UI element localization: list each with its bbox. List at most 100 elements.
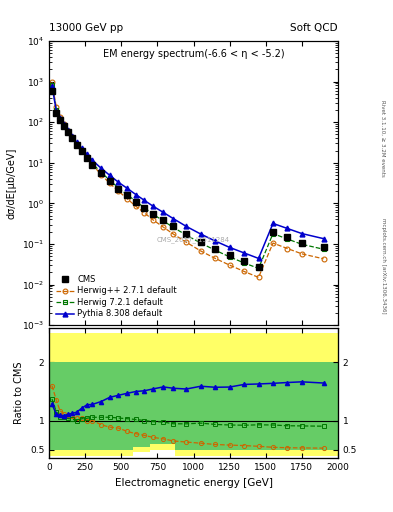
Herwig++ 2.7.1 default [184, 239, 189, 245]
Text: mcplots.cern.ch [arXiv:1306.3436]: mcplots.cern.ch [arXiv:1306.3436] [381, 219, 386, 314]
Pythia 8.308 default [161, 209, 165, 216]
Herwig++ 2.7.1 default [50, 79, 54, 86]
CMS [271, 229, 275, 235]
CMS [125, 192, 129, 198]
Herwig++ 2.7.1 default [54, 104, 59, 111]
Line: CMS: CMS [49, 88, 326, 270]
CMS [227, 252, 232, 259]
CMS [321, 244, 326, 250]
CMS [299, 240, 304, 246]
Herwig 7.2.1 default [134, 198, 138, 204]
Herwig 7.2.1 default [285, 236, 290, 242]
Herwig++ 2.7.1 default [116, 188, 121, 194]
CMS [66, 129, 70, 135]
Herwig++ 2.7.1 default [151, 217, 156, 223]
Text: CMS_2017_I1511284: CMS_2017_I1511284 [157, 237, 230, 243]
Legend: CMS, Herwig++ 2.7.1 default, Herwig 7.2.1 default, Pythia 8.308 default: CMS, Herwig++ 2.7.1 default, Herwig 7.2.… [53, 272, 180, 321]
Herwig++ 2.7.1 default [84, 155, 89, 161]
Herwig 7.2.1 default [66, 129, 70, 135]
Pythia 8.308 default [285, 225, 290, 231]
Herwig++ 2.7.1 default [242, 268, 246, 274]
Y-axis label: dσ/dE[µb/GeV]: dσ/dE[µb/GeV] [6, 147, 17, 219]
Herwig 7.2.1 default [184, 232, 189, 238]
Herwig 7.2.1 default [321, 246, 326, 252]
Herwig 7.2.1 default [58, 116, 62, 122]
Pythia 8.308 default [50, 83, 54, 89]
Pythia 8.308 default [58, 115, 62, 121]
Pythia 8.308 default [256, 255, 261, 262]
Herwig 7.2.1 default [70, 135, 75, 141]
CMS [242, 259, 246, 265]
Pythia 8.308 default [99, 165, 103, 172]
CMS [198, 239, 203, 245]
Herwig++ 2.7.1 default [161, 224, 165, 230]
Herwig 7.2.1 default [50, 82, 54, 88]
Pythia 8.308 default [242, 250, 246, 256]
Herwig 7.2.1 default [198, 240, 203, 246]
Herwig 7.2.1 default [99, 169, 103, 176]
Herwig 7.2.1 default [142, 205, 147, 211]
Herwig 7.2.1 default [299, 241, 304, 247]
Pythia 8.308 default [125, 185, 129, 191]
Herwig 7.2.1 default [256, 265, 261, 271]
Herwig 7.2.1 default [171, 224, 176, 230]
Herwig++ 2.7.1 default [58, 114, 62, 120]
Herwig 7.2.1 default [116, 185, 121, 191]
CMS [213, 246, 218, 252]
Line: Herwig 7.2.1 default: Herwig 7.2.1 default [50, 82, 326, 271]
Pythia 8.308 default [54, 108, 59, 114]
Herwig++ 2.7.1 default [134, 203, 138, 209]
Herwig 7.2.1 default [151, 211, 156, 217]
Herwig++ 2.7.1 default [171, 231, 176, 237]
Herwig 7.2.1 default [61, 121, 66, 127]
Herwig++ 2.7.1 default [321, 255, 326, 262]
Pythia 8.308 default [227, 244, 232, 250]
Pythia 8.308 default [134, 191, 138, 198]
Herwig++ 2.7.1 default [90, 161, 95, 167]
Herwig++ 2.7.1 default [271, 240, 275, 246]
CMS [161, 217, 165, 223]
Pythia 8.308 default [198, 231, 203, 237]
Text: Rivet 3.1.10, ≥ 3.2M events: Rivet 3.1.10, ≥ 3.2M events [381, 100, 386, 177]
Pythia 8.308 default [84, 151, 89, 157]
Pythia 8.308 default [151, 203, 156, 209]
Herwig 7.2.1 default [54, 108, 59, 114]
CMS [99, 170, 103, 176]
Pythia 8.308 default [66, 127, 70, 133]
Line: Herwig++ 2.7.1 default: Herwig++ 2.7.1 default [50, 80, 326, 280]
Herwig++ 2.7.1 default [107, 180, 112, 186]
Pythia 8.308 default [61, 121, 66, 127]
CMS [74, 141, 79, 147]
Pythia 8.308 default [184, 223, 189, 229]
Pythia 8.308 default [79, 145, 84, 151]
Pythia 8.308 default [90, 157, 95, 163]
Herwig++ 2.7.1 default [198, 248, 203, 254]
Herwig 7.2.1 default [271, 230, 275, 237]
Pythia 8.308 default [171, 216, 176, 222]
Pythia 8.308 default [299, 230, 304, 237]
Herwig++ 2.7.1 default [99, 172, 103, 178]
Text: EM energy spectrum(-6.6 < η < -5.2): EM energy spectrum(-6.6 < η < -5.2) [103, 50, 285, 59]
Text: Soft QCD: Soft QCD [290, 23, 338, 33]
Pythia 8.308 default [271, 220, 275, 226]
Y-axis label: Ratio to CMS: Ratio to CMS [14, 361, 24, 424]
Herwig 7.2.1 default [213, 247, 218, 253]
Herwig++ 2.7.1 default [142, 210, 147, 216]
Herwig++ 2.7.1 default [227, 262, 232, 268]
Pythia 8.308 default [74, 139, 79, 145]
Herwig 7.2.1 default [161, 218, 165, 224]
CMS [90, 161, 95, 167]
Herwig 7.2.1 default [227, 254, 232, 260]
CMS [142, 205, 147, 211]
Herwig++ 2.7.1 default [285, 245, 290, 251]
Herwig++ 2.7.1 default [213, 255, 218, 262]
CMS [70, 135, 75, 141]
Pythia 8.308 default [107, 172, 112, 178]
CMS [54, 110, 59, 116]
Herwig 7.2.1 default [74, 141, 79, 147]
Text: 13000 GeV pp: 13000 GeV pp [49, 23, 123, 33]
Pythia 8.308 default [142, 197, 147, 203]
Herwig 7.2.1 default [107, 177, 112, 183]
CMS [61, 122, 66, 129]
CMS [134, 199, 138, 205]
